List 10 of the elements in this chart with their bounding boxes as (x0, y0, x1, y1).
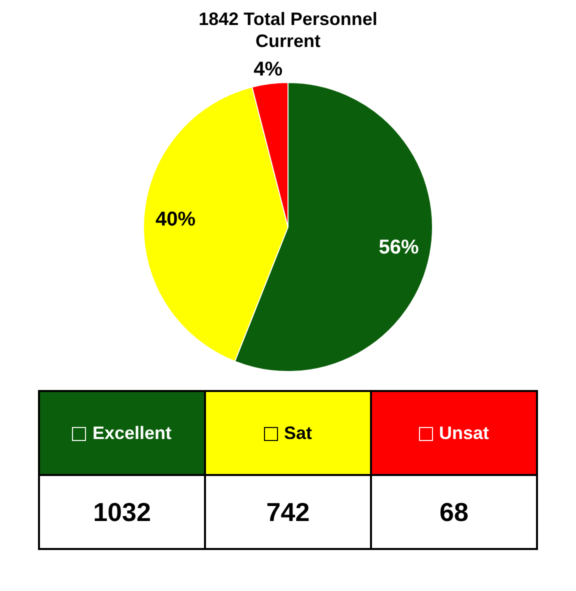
chart-title: 1842 Total Personnel Current (198, 8, 378, 52)
text: 742 (205, 475, 371, 549)
data-label: 56% (378, 236, 419, 259)
legend-label: Excellent (92, 422, 172, 442)
data-label: 40% (155, 208, 196, 230)
text: 1032 (39, 475, 205, 549)
data-label: 4% (254, 58, 283, 80)
legend-label: Unsat (438, 422, 489, 442)
text: 68 (371, 475, 537, 549)
legend-label: Sat (284, 422, 312, 442)
